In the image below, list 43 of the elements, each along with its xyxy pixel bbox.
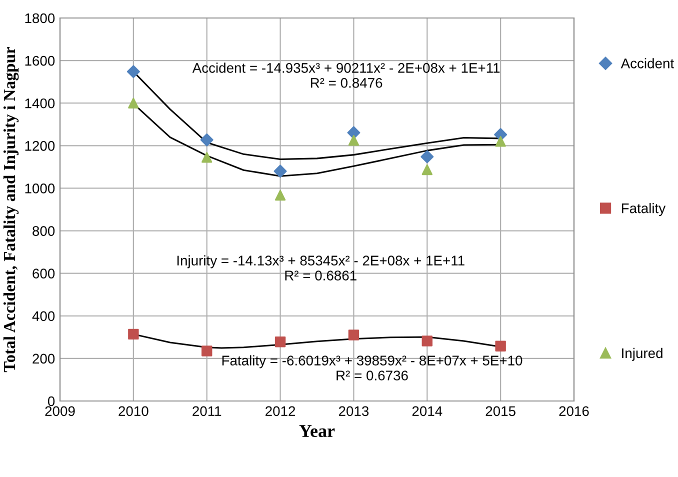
point (422, 336, 432, 346)
x-axis-title: Year (299, 425, 335, 438)
point (420, 150, 434, 164)
point (200, 133, 214, 146)
x-tick-label: 2014 (412, 406, 442, 416)
y-tick-label: 1800 (25, 13, 55, 24)
y-tick-label: 200 (32, 354, 55, 364)
x-tick-label: 2009 (45, 406, 75, 416)
y-tick-label: 0 (48, 396, 55, 406)
annotation: Accident = -14.935x³ + 90211x² - 2E+08x + 1E+11 R² = 0.8476 (192, 62, 500, 88)
point (128, 328, 139, 340)
annotation: Injurity = -14.13x³ + 85345x² - 2E+08x + 1E+11 R² = 0.6861 (177, 255, 464, 280)
y-tick-label: 1400 (25, 98, 55, 108)
point (495, 136, 506, 147)
point (126, 65, 140, 78)
x-tick-label: 2011 (192, 406, 222, 416)
y-tick-label: 600 (32, 268, 55, 279)
y-axis-title: Total Accident, Fatality and Injurity i Nagpur (3, 46, 19, 372)
legend-label: Accident (620, 58, 674, 68)
point (202, 346, 212, 356)
point (274, 164, 287, 178)
x-tick-label: 2015 (486, 406, 516, 416)
point (274, 336, 286, 348)
legend-label: Fatality (622, 203, 666, 216)
y-tick-label: 1200 (25, 141, 55, 151)
point (347, 126, 360, 140)
x-tick-label: 2012 (266, 406, 296, 416)
legend-label: Injured (622, 348, 662, 361)
y-tick-label: 800 (32, 226, 55, 236)
point (495, 340, 506, 352)
x-tick-label: 2010 (118, 406, 148, 416)
point (128, 98, 139, 108)
point (274, 190, 286, 201)
point (348, 330, 360, 340)
y-tick-label: 1000 (25, 184, 55, 194)
x-tick-label: 2016 (559, 406, 589, 416)
y-tick-label: 1600 (25, 56, 55, 66)
annotation: Fatality = -6.6019x³ + 39859x² - 8E+07x + 5E+10 R² = 0.6736 (222, 355, 522, 380)
x-tick-label: 2013 (338, 406, 369, 416)
point (348, 134, 360, 146)
point (202, 152, 212, 163)
y-tick-label: 400 (32, 311, 55, 322)
point (422, 164, 432, 176)
